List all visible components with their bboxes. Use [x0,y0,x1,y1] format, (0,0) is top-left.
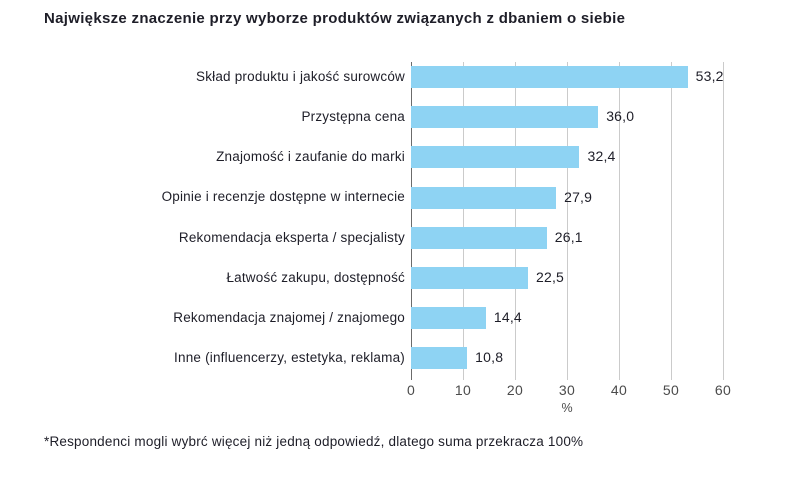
x-tick-label-50: 50 [662,382,680,398]
bar [411,266,528,289]
value-label: 53,2 [695,68,724,85]
category-label: Przystępna cena [301,109,405,125]
x-axis-unit-label: % [561,401,573,415]
category-label: Inne (influencerzy, estetyka, reklama) [174,350,405,366]
bar [411,106,599,129]
value-label: 36,0 [606,108,635,125]
bar [411,306,486,329]
bar [411,347,468,370]
footnote: *Respondenci mogli wybrć więcej niż jedn… [44,434,584,449]
value-label: 27,9 [564,188,593,205]
value-label: 32,4 [587,148,616,165]
gridline-50 [671,62,672,380]
x-tick-label-30: 30 [558,382,576,398]
category-label: Łatwość zakupu, dostępność [226,269,405,285]
x-tick-label-20: 20 [506,382,524,398]
x-tick-label-0: 0 [406,382,416,398]
chart-title: Największe znaczenie przy wyborze produk… [44,10,626,27]
gridline-20 [515,62,516,380]
gridline-10 [463,62,464,380]
gridline-40 [619,62,620,380]
bar [411,66,688,89]
category-label: Skład produktu i jakość surowców [196,69,405,84]
category-label: Rekomendacja znajomej / znajomego [173,309,405,325]
category-label: Rekomendacja eksperta / specjalisty [178,229,405,245]
bar [411,146,580,169]
value-label: 26,1 [554,228,583,245]
value-label: 14,4 [493,308,522,325]
category-label: Opinie i recenzje dostępne w internecie [161,189,405,205]
bar [411,186,557,209]
gridline-30 [567,62,568,380]
value-label: 22,5 [536,268,565,285]
gridline-60 [723,62,724,380]
value-label: 10,8 [475,349,504,366]
y-axis-line [411,62,412,380]
x-tick-label-40: 40 [610,382,628,398]
category-label: Znajomość i zaufanie do marki [216,149,405,165]
x-tick-label-10: 10 [454,382,472,398]
x-tick-label-60: 60 [714,382,732,398]
bar [411,226,547,249]
